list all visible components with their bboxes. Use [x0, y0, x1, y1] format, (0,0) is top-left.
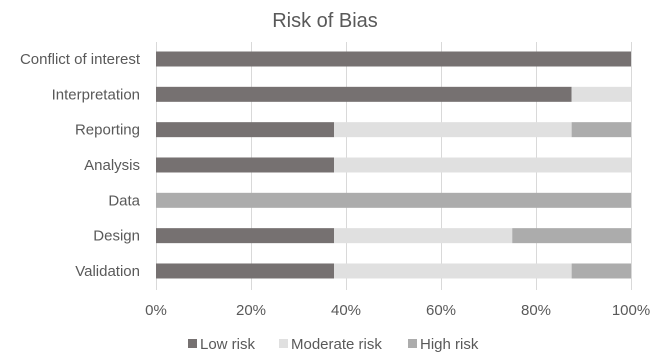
x-tick-label-60: 60%: [426, 302, 456, 319]
legend: Low risk Moderate risk High risk: [188, 336, 479, 353]
bar-design-moderate-risk: [334, 228, 513, 244]
bar-design-high-risk: [512, 228, 631, 244]
x-tick-label-80: 80%: [521, 302, 551, 319]
bar-reporting-low-risk: [156, 122, 335, 138]
x-tick-label-100: 100%: [612, 302, 650, 319]
x-tick-label-0: 0%: [145, 302, 167, 319]
category-label-interpretation: Interpretation: [52, 86, 140, 103]
legend-swatch-low-risk: [188, 339, 197, 348]
chart-title: Risk of Bias: [272, 10, 378, 32]
category-label-validation: Validation: [75, 263, 140, 280]
bar-validation-moderate-risk: [334, 263, 572, 279]
legend-swatch-moderate-risk: [279, 339, 288, 348]
bar-reporting-moderate-risk: [334, 122, 572, 138]
x-axis-tick-labels: 0% 20% 40% 60% 80% 100%: [145, 302, 650, 319]
bar-design-low-risk: [156, 228, 335, 244]
category-label-data: Data: [108, 192, 140, 209]
bar-conflict-of-interest-low-risk: [156, 51, 631, 67]
category-label-design: Design: [93, 228, 140, 245]
bar-reporting-high-risk: [571, 122, 632, 138]
category-label-analysis: Analysis: [84, 157, 140, 174]
bar-analysis-low-risk: [156, 157, 335, 173]
bar-analysis-moderate-risk: [334, 157, 632, 173]
bars: [156, 51, 632, 279]
bar-interpretation-low-risk: [156, 86, 572, 102]
x-tick-label-40: 40%: [331, 302, 361, 319]
bar-validation-high-risk: [571, 263, 632, 279]
category-label-reporting: Reporting: [75, 122, 140, 139]
legend-swatch-high-risk: [408, 339, 417, 348]
category-label-conflict-of-interest: Conflict of interest: [20, 51, 141, 68]
legend-label-high-risk: High risk: [420, 336, 479, 353]
legend-label-low-risk: Low risk: [200, 336, 256, 353]
bar-data-high-risk: [156, 192, 631, 208]
category-labels: Conflict of interest Interpretation Report…: [20, 51, 141, 280]
x-tick-label-20: 20%: [236, 302, 266, 319]
legend-label-moderate-risk: Moderate risk: [291, 336, 382, 353]
bar-interpretation-moderate-risk: [571, 86, 632, 102]
bar-validation-low-risk: [156, 263, 335, 279]
